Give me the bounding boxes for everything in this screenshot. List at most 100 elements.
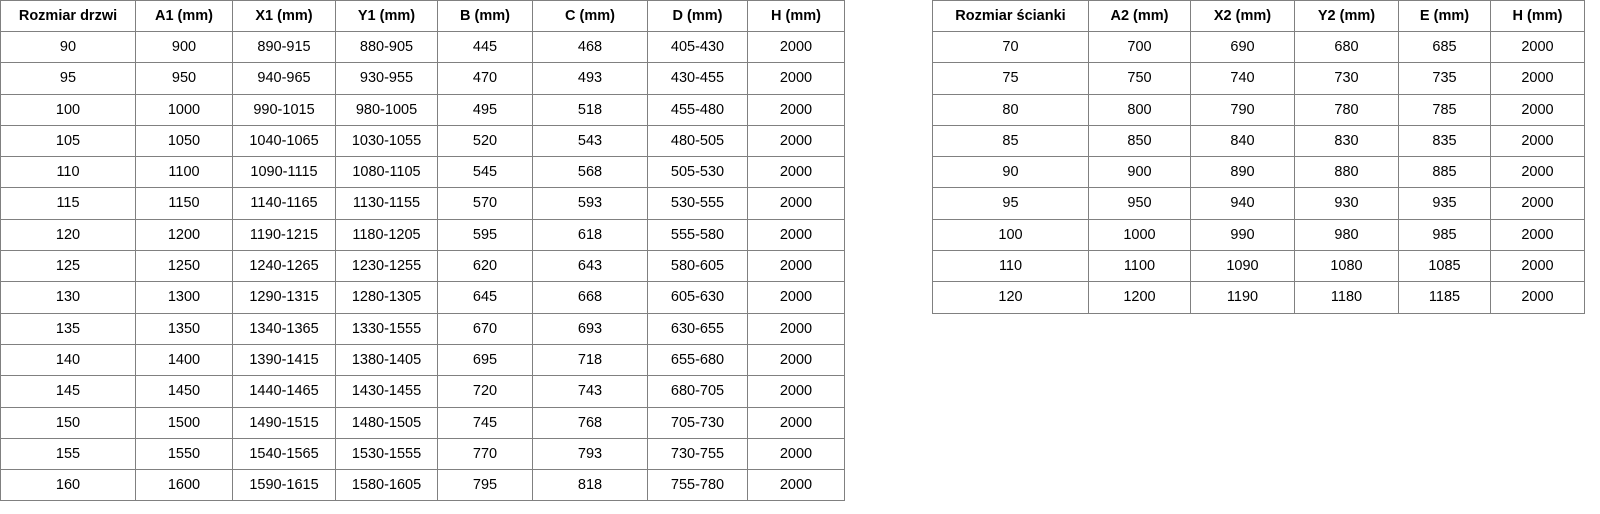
table-cell: 530-555 (647, 187, 748, 220)
table-cell: 2000 (747, 124, 845, 158)
table-cell: 745 (437, 406, 533, 439)
column-header: Y1 (mm) (335, 0, 438, 32)
table-row: 100 1000 990-1015 980-1005 495 518 455-480 2000 (0, 93, 845, 126)
table-row: 140 1400 1390-1415 1380-1405 695 718 655-680 20… (0, 343, 845, 377)
table-cell: 545 (437, 156, 533, 189)
column-header: Rozmiar ścianki (932, 0, 1089, 32)
table-cell: 793 (532, 437, 648, 471)
table-cell: 1440-1465 (232, 375, 336, 408)
table-cell: 930-955 (335, 62, 438, 95)
table-cell: 2000 (747, 437, 845, 471)
table-cell: 1390-1415 (232, 343, 336, 377)
column-header: D (mm) (647, 0, 748, 32)
table-cell: 1330-1555 (335, 312, 438, 345)
table-cell: 2000 (1490, 156, 1585, 189)
table-cell: 445 (437, 30, 533, 64)
table-cell: 110 (932, 250, 1089, 283)
table-cell: 800 (1088, 93, 1191, 126)
table-cell: 985 (1398, 218, 1491, 252)
table-row: 120 1200 1190 1180 1185 2000 (932, 281, 1585, 314)
table-cell: 2000 (1490, 30, 1585, 64)
wall-dimensions-table: Rozmiar ścianki A2 (mm) X2 (mm) Y2 (mm) E (m… (932, 0, 1585, 314)
door-table-header-row: Rozmiar drzwi A1 (mm) X1 (mm) Y1 (mm) B (mm)… (0, 0, 845, 32)
table-cell: 145 (0, 375, 136, 408)
table-cell: 1140-1165 (232, 187, 336, 220)
table-cell: 605-630 (647, 281, 748, 314)
table-row: 95 950 940 930 935 2000 (932, 187, 1585, 220)
wall-table-body: 70 700 690 680 685 2000 75 750 740 730 735 2000 80 80… (932, 30, 1585, 314)
table-cell: 90 (932, 156, 1089, 189)
table-cell: 2000 (747, 93, 845, 126)
table-cell: 1600 (135, 469, 233, 502)
column-header: Y2 (mm) (1294, 0, 1399, 32)
table-cell: 520 (437, 124, 533, 158)
table-cell: 155 (0, 437, 136, 471)
table-cell: 890 (1190, 156, 1295, 189)
table-cell: 755-780 (647, 469, 748, 502)
wall-dimensions-table-container: Rozmiar ścianki A2 (mm) X2 (mm) Y2 (mm) E (m… (932, 0, 1585, 314)
door-table-body: 90 900 890-915 880-905 445 468 405-430 2000 95 95… (0, 30, 845, 502)
table-cell: 1080 (1294, 250, 1399, 283)
table-cell: 1540-1565 (232, 437, 336, 471)
table-cell: 120 (932, 281, 1089, 314)
table-cell: 1430-1455 (335, 375, 438, 408)
table-cell: 850 (1088, 124, 1191, 158)
table-cell: 1530-1555 (335, 437, 438, 471)
table-cell: 643 (532, 250, 648, 283)
wall-table-header: Rozmiar ścianki A2 (mm) X2 (mm) Y2 (mm) E (m… (932, 0, 1585, 32)
table-cell: 2000 (1490, 250, 1585, 283)
table-cell: 105 (0, 124, 136, 158)
table-cell: 980 (1294, 218, 1399, 252)
table-row: 80 800 790 780 785 2000 (932, 93, 1585, 126)
table-cell: 690 (1190, 30, 1295, 64)
table-row: 105 1050 1040-1065 1030-1055 520 543 480-505 20… (0, 124, 845, 158)
table-cell: 1190-1215 (232, 218, 336, 252)
table-cell: 1290-1315 (232, 281, 336, 314)
table-cell: 818 (532, 469, 648, 502)
table-cell: 780 (1294, 93, 1399, 126)
table-cell: 140 (0, 343, 136, 377)
column-header: X1 (mm) (232, 0, 336, 32)
table-cell: 668 (532, 281, 648, 314)
table-cell: 718 (532, 343, 648, 377)
table-cell: 100 (0, 93, 136, 126)
table-cell: 120 (0, 218, 136, 252)
table-cell: 468 (532, 30, 648, 64)
table-cell: 1150 (135, 187, 233, 220)
table-cell: 568 (532, 156, 648, 189)
table-cell: 1200 (1088, 281, 1191, 314)
table-cell: 670 (437, 312, 533, 345)
table-cell: 405-430 (647, 30, 748, 64)
table-cell: 830 (1294, 124, 1399, 158)
table-cell: 685 (1398, 30, 1491, 64)
table-cell: 645 (437, 281, 533, 314)
table-cell: 743 (532, 375, 648, 408)
table-cell: 90 (0, 30, 136, 64)
table-row: 70 700 690 680 685 2000 (932, 30, 1585, 64)
table-cell: 1240-1265 (232, 250, 336, 283)
table-cell: 80 (932, 93, 1089, 126)
table-cell: 2000 (1490, 187, 1585, 220)
table-row: 160 1600 1590-1615 1580-1605 795 818 755-780 20… (0, 469, 845, 502)
table-cell: 1085 (1398, 250, 1491, 283)
table-cell: 2000 (747, 62, 845, 95)
table-cell: 880 (1294, 156, 1399, 189)
table-cell: 95 (932, 187, 1089, 220)
table-cell: 493 (532, 62, 648, 95)
table-cell: 85 (932, 124, 1089, 158)
table-cell: 1400 (135, 343, 233, 377)
table-cell: 1050 (135, 124, 233, 158)
table-cell: 470 (437, 62, 533, 95)
table-cell: 705-730 (647, 406, 748, 439)
table-cell: 890-915 (232, 30, 336, 64)
table-cell: 430-455 (647, 62, 748, 95)
table-cell: 990 (1190, 218, 1295, 252)
table-cell: 2000 (747, 250, 845, 283)
table-cell: 980-1005 (335, 93, 438, 126)
table-cell: 70 (932, 30, 1089, 64)
table-row: 90 900 890-915 880-905 445 468 405-430 2000 (0, 30, 845, 64)
table-cell: 1090-1115 (232, 156, 336, 189)
table-row: 155 1550 1540-1565 1530-1555 770 793 730-755 20… (0, 437, 845, 471)
table-cell: 130 (0, 281, 136, 314)
